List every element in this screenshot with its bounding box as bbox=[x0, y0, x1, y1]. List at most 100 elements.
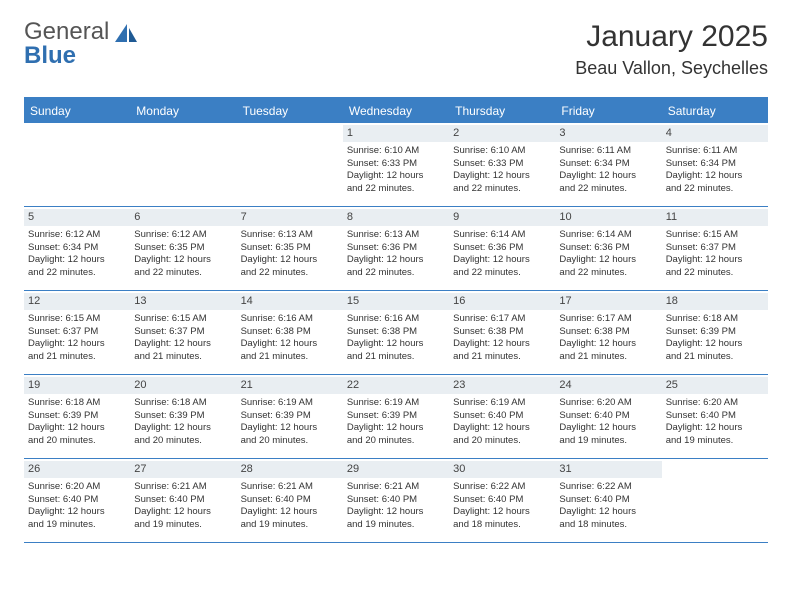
day-cell: 25Sunrise: 6:20 AMSunset: 6:40 PMDayligh… bbox=[662, 375, 768, 458]
daylight-text: and 22 minutes. bbox=[559, 183, 657, 196]
day-number: 15 bbox=[343, 293, 449, 310]
logo: General Blue bbox=[24, 20, 139, 68]
daylight-text: and 21 minutes. bbox=[453, 351, 551, 364]
day-cell: . bbox=[662, 459, 768, 542]
daylight-text: and 22 minutes. bbox=[666, 183, 764, 196]
day-number: 18 bbox=[662, 293, 768, 310]
sunrise-text: Sunrise: 6:15 AM bbox=[666, 229, 764, 242]
daylight-text: and 22 minutes. bbox=[559, 267, 657, 280]
sunset-text: Sunset: 6:39 PM bbox=[28, 410, 126, 423]
daylight-text: Daylight: 12 hours bbox=[347, 170, 445, 183]
sunset-text: Sunset: 6:33 PM bbox=[347, 158, 445, 171]
daylight-text: and 19 minutes. bbox=[134, 519, 232, 532]
daylight-text: Daylight: 12 hours bbox=[28, 506, 126, 519]
daylight-text: and 20 minutes. bbox=[28, 435, 126, 448]
day-cell: 23Sunrise: 6:19 AMSunset: 6:40 PMDayligh… bbox=[449, 375, 555, 458]
sunrise-text: Sunrise: 6:22 AM bbox=[453, 481, 551, 494]
daylight-text: Daylight: 12 hours bbox=[28, 338, 126, 351]
sunrise-text: Sunrise: 6:20 AM bbox=[666, 397, 764, 410]
day-number: 28 bbox=[237, 461, 343, 478]
daylight-text: and 18 minutes. bbox=[453, 519, 551, 532]
day-cell: 6Sunrise: 6:12 AMSunset: 6:35 PMDaylight… bbox=[130, 207, 236, 290]
day-number: 8 bbox=[343, 209, 449, 226]
daylight-text: and 20 minutes. bbox=[134, 435, 232, 448]
sunrise-text: Sunrise: 6:18 AM bbox=[134, 397, 232, 410]
dow-cell: Tuesday bbox=[237, 99, 343, 123]
day-number: 11 bbox=[662, 209, 768, 226]
daylight-text: and 19 minutes. bbox=[347, 519, 445, 532]
day-cell: 28 Sunrise: 6:21 AMSunset: 6:40 PMDayligh… bbox=[237, 459, 343, 542]
day-number: 20 bbox=[130, 377, 236, 394]
day-cell: 22Sunrise: 6:19 AMSunset: 6:39 PMDayligh… bbox=[343, 375, 449, 458]
sunrise-text: Sunrise: 6:17 AM bbox=[453, 313, 551, 326]
daylight-text: and 21 minutes. bbox=[666, 351, 764, 364]
daylight-text: Daylight: 12 hours bbox=[241, 506, 339, 519]
sunset-text: Sunset: 6:37 PM bbox=[134, 326, 232, 339]
daylight-text: Daylight: 12 hours bbox=[347, 338, 445, 351]
sunset-text: Sunset: 6:38 PM bbox=[241, 326, 339, 339]
day-cell: 8Sunrise: 6:13 AMSunset: 6:36 PMDaylight… bbox=[343, 207, 449, 290]
sunset-text: Sunset: 6:40 PM bbox=[453, 494, 551, 507]
daylight-text: Daylight: 12 hours bbox=[347, 506, 445, 519]
sunrise-text: Sunrise: 6:21 AM bbox=[241, 481, 339, 494]
sunset-text: Sunset: 6:40 PM bbox=[559, 494, 657, 507]
day-number: 16 bbox=[449, 293, 555, 310]
daylight-text: Daylight: 12 hours bbox=[666, 254, 764, 267]
daylight-text: and 21 minutes. bbox=[559, 351, 657, 364]
day-number: 29 bbox=[343, 461, 449, 478]
month-title: January 2025 bbox=[575, 20, 768, 54]
daylight-text: Daylight: 12 hours bbox=[347, 254, 445, 267]
sunrise-text: Sunrise: 6:10 AM bbox=[347, 145, 445, 158]
daylight-text: and 22 minutes. bbox=[347, 183, 445, 196]
sunset-text: Sunset: 6:34 PM bbox=[28, 242, 126, 255]
sunset-text: Sunset: 6:40 PM bbox=[666, 410, 764, 423]
sunset-text: Sunset: 6:35 PM bbox=[134, 242, 232, 255]
day-cell: 18Sunrise: 6:18 AMSunset: 6:39 PMDayligh… bbox=[662, 291, 768, 374]
sunrise-text: Sunrise: 6:15 AM bbox=[134, 313, 232, 326]
daylight-text: and 19 minutes. bbox=[559, 435, 657, 448]
sunrise-text: Sunrise: 6:18 AM bbox=[666, 313, 764, 326]
sunset-text: Sunset: 6:36 PM bbox=[347, 242, 445, 255]
day-number: 26 bbox=[24, 461, 130, 478]
page-header: General Blue January 2025 Beau Vallon, S… bbox=[24, 20, 768, 79]
daylight-text: and 21 minutes. bbox=[347, 351, 445, 364]
sunrise-text: Sunrise: 6:11 AM bbox=[559, 145, 657, 158]
sunrise-text: Sunrise: 6:20 AM bbox=[28, 481, 126, 494]
daylight-text: and 20 minutes. bbox=[347, 435, 445, 448]
day-cell: 9Sunrise: 6:14 AMSunset: 6:36 PMDaylight… bbox=[449, 207, 555, 290]
day-cell: 16Sunrise: 6:17 AMSunset: 6:38 PMDayligh… bbox=[449, 291, 555, 374]
day-cell: 12Sunrise: 6:15 AMSunset: 6:37 PMDayligh… bbox=[24, 291, 130, 374]
daylight-text: and 22 minutes. bbox=[241, 267, 339, 280]
day-cell: 11Sunrise: 6:15 AMSunset: 6:37 PMDayligh… bbox=[662, 207, 768, 290]
sunrise-text: Sunrise: 6:18 AM bbox=[28, 397, 126, 410]
daylight-text: Daylight: 12 hours bbox=[347, 422, 445, 435]
sunrise-text: Sunrise: 6:19 AM bbox=[347, 397, 445, 410]
daylight-text: and 22 minutes. bbox=[453, 267, 551, 280]
day-number: 13 bbox=[130, 293, 236, 310]
day-number: 27 bbox=[130, 461, 236, 478]
day-cell: 26Sunrise: 6:20 AMSunset: 6:40 PMDayligh… bbox=[24, 459, 130, 542]
dow-cell: Monday bbox=[130, 99, 236, 123]
day-cell: 2Sunrise: 6:10 AMSunset: 6:33 PMDaylight… bbox=[449, 123, 555, 206]
daylight-text: Daylight: 12 hours bbox=[453, 338, 551, 351]
day-cell: 10Sunrise: 6:14 AMSunset: 6:36 PMDayligh… bbox=[555, 207, 661, 290]
sunset-text: Sunset: 6:39 PM bbox=[241, 410, 339, 423]
daylight-text: Daylight: 12 hours bbox=[28, 254, 126, 267]
daylight-text: Daylight: 12 hours bbox=[134, 254, 232, 267]
sunset-text: Sunset: 6:38 PM bbox=[559, 326, 657, 339]
daylight-text: Daylight: 12 hours bbox=[453, 506, 551, 519]
dow-cell: Wednesday bbox=[343, 99, 449, 123]
sunrise-text: Sunrise: 6:19 AM bbox=[241, 397, 339, 410]
sunset-text: Sunset: 6:40 PM bbox=[347, 494, 445, 507]
day-cell: 31Sunrise: 6:22 AMSunset: 6:40 PMDayligh… bbox=[555, 459, 661, 542]
sunset-text: Sunset: 6:35 PM bbox=[241, 242, 339, 255]
sunset-text: Sunset: 6:39 PM bbox=[347, 410, 445, 423]
sunrise-text: Sunrise: 6:17 AM bbox=[559, 313, 657, 326]
sunrise-text: Sunrise: 6:15 AM bbox=[28, 313, 126, 326]
day-number: 14 bbox=[237, 293, 343, 310]
sunset-text: Sunset: 6:40 PM bbox=[241, 494, 339, 507]
week-row: 19Sunrise: 6:18 AMSunset: 6:39 PMDayligh… bbox=[24, 375, 768, 459]
dow-cell: Saturday bbox=[662, 99, 768, 123]
day-number: 25 bbox=[662, 377, 768, 394]
weeks-container: ...1Sunrise: 6:10 AMSunset: 6:33 PMDayli… bbox=[24, 123, 768, 543]
